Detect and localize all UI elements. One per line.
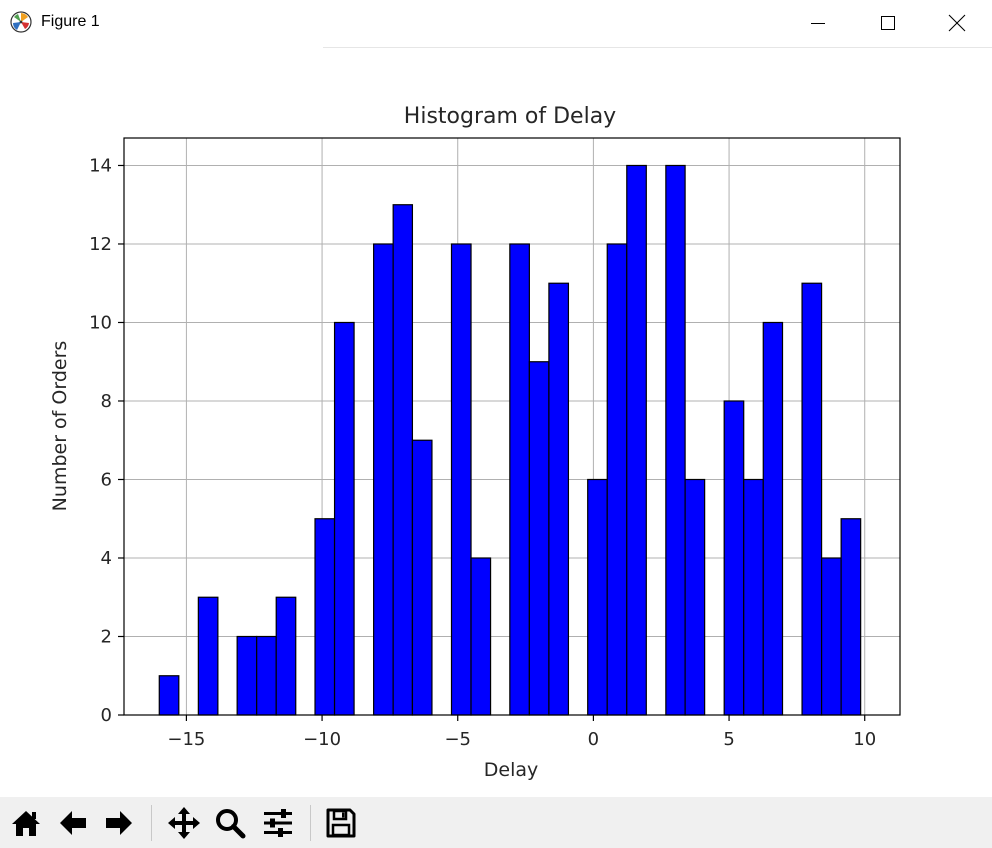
y-tick-label: 10 xyxy=(89,312,112,333)
histogram-bar xyxy=(275,596,297,716)
titlebar-divider xyxy=(323,47,992,48)
y-tick-label: 4 xyxy=(101,548,112,569)
chart-title: Histogram of Delay xyxy=(404,104,616,129)
histogram-bar xyxy=(665,164,686,716)
histogram-bar xyxy=(723,400,745,716)
histogram-bar xyxy=(314,518,336,716)
x-tick-label: 0 xyxy=(588,729,599,750)
histogram-bar xyxy=(587,478,608,716)
window-title: Figure 1 xyxy=(41,13,100,30)
x-axis-label: Delay xyxy=(484,759,539,781)
matplotlib-logo-icon xyxy=(10,11,32,33)
save-button[interactable] xyxy=(321,803,361,843)
toolbar-separator xyxy=(310,805,311,841)
save-icon xyxy=(326,808,356,838)
histogram-bar xyxy=(470,557,492,716)
forward-button[interactable] xyxy=(99,803,139,843)
configure-icon xyxy=(264,809,292,837)
histogram-bar xyxy=(528,361,550,716)
close-button[interactable] xyxy=(922,0,992,46)
pan-icon xyxy=(168,807,200,839)
y-tick-label: 12 xyxy=(89,234,112,255)
y-tick-label: 6 xyxy=(101,469,112,490)
histogram-bar xyxy=(236,635,258,716)
maximize-icon xyxy=(881,16,895,30)
back-icon xyxy=(60,811,86,835)
minimize-button[interactable] xyxy=(783,0,853,46)
configure-subplots-button[interactable] xyxy=(258,803,298,843)
histogram-bar xyxy=(392,204,414,716)
maximize-button[interactable] xyxy=(853,0,923,46)
histogram-bar xyxy=(820,557,842,716)
histogram-bar xyxy=(158,675,180,716)
pan-button[interactable] xyxy=(164,803,204,843)
histogram-bar xyxy=(197,596,219,716)
x-axis-ticks: −15 −10 −5 0 5 10 xyxy=(167,715,876,750)
back-button[interactable] xyxy=(53,803,93,843)
toolbar-separator xyxy=(151,805,152,841)
histogram-bar xyxy=(684,478,706,716)
y-axis-ticks: 0 2 4 6 8 10 12 14 xyxy=(89,155,124,726)
histogram-bar xyxy=(743,478,764,716)
histogram-bar xyxy=(373,243,394,716)
histogram-bar xyxy=(801,282,823,716)
histogram-bar xyxy=(333,321,355,716)
close-icon xyxy=(948,14,966,32)
y-tick-label: 0 xyxy=(101,705,112,726)
histogram-bar xyxy=(840,518,862,716)
histogram-bar xyxy=(606,243,628,716)
window-titlebar: Figure 1 xyxy=(0,0,992,46)
x-tick-label: −10 xyxy=(303,729,341,750)
histogram-bar xyxy=(762,321,784,716)
x-tick-label: −5 xyxy=(444,729,471,750)
minimize-icon xyxy=(811,23,825,24)
y-tick-label: 14 xyxy=(89,155,112,176)
histogram-bar xyxy=(256,635,277,716)
x-tick-label: −15 xyxy=(167,729,205,750)
x-tick-label: 5 xyxy=(723,729,734,750)
home-icon xyxy=(12,811,40,836)
y-tick-label: 2 xyxy=(101,626,112,647)
histogram-bar xyxy=(411,439,433,716)
histogram-bars xyxy=(158,164,862,716)
forward-icon xyxy=(106,811,132,835)
histogram-bar xyxy=(450,243,472,716)
histogram-bar xyxy=(509,243,530,716)
histogram-bar xyxy=(626,164,647,716)
zoom-button[interactable] xyxy=(210,803,250,843)
y-tick-label: 8 xyxy=(101,391,112,412)
navigation-toolbar xyxy=(0,797,992,848)
zoom-icon xyxy=(216,809,246,839)
y-axis-label: Number of Orders xyxy=(49,341,71,512)
x-tick-label: 10 xyxy=(853,729,876,750)
histogram-bar xyxy=(548,282,570,716)
histogram-chart: −15 −10 −5 0 5 10 0 2 4 6 8 10 12 14 Histogram of De… xyxy=(49,104,901,781)
home-button[interactable] xyxy=(6,803,46,843)
plot-frame xyxy=(123,137,901,716)
